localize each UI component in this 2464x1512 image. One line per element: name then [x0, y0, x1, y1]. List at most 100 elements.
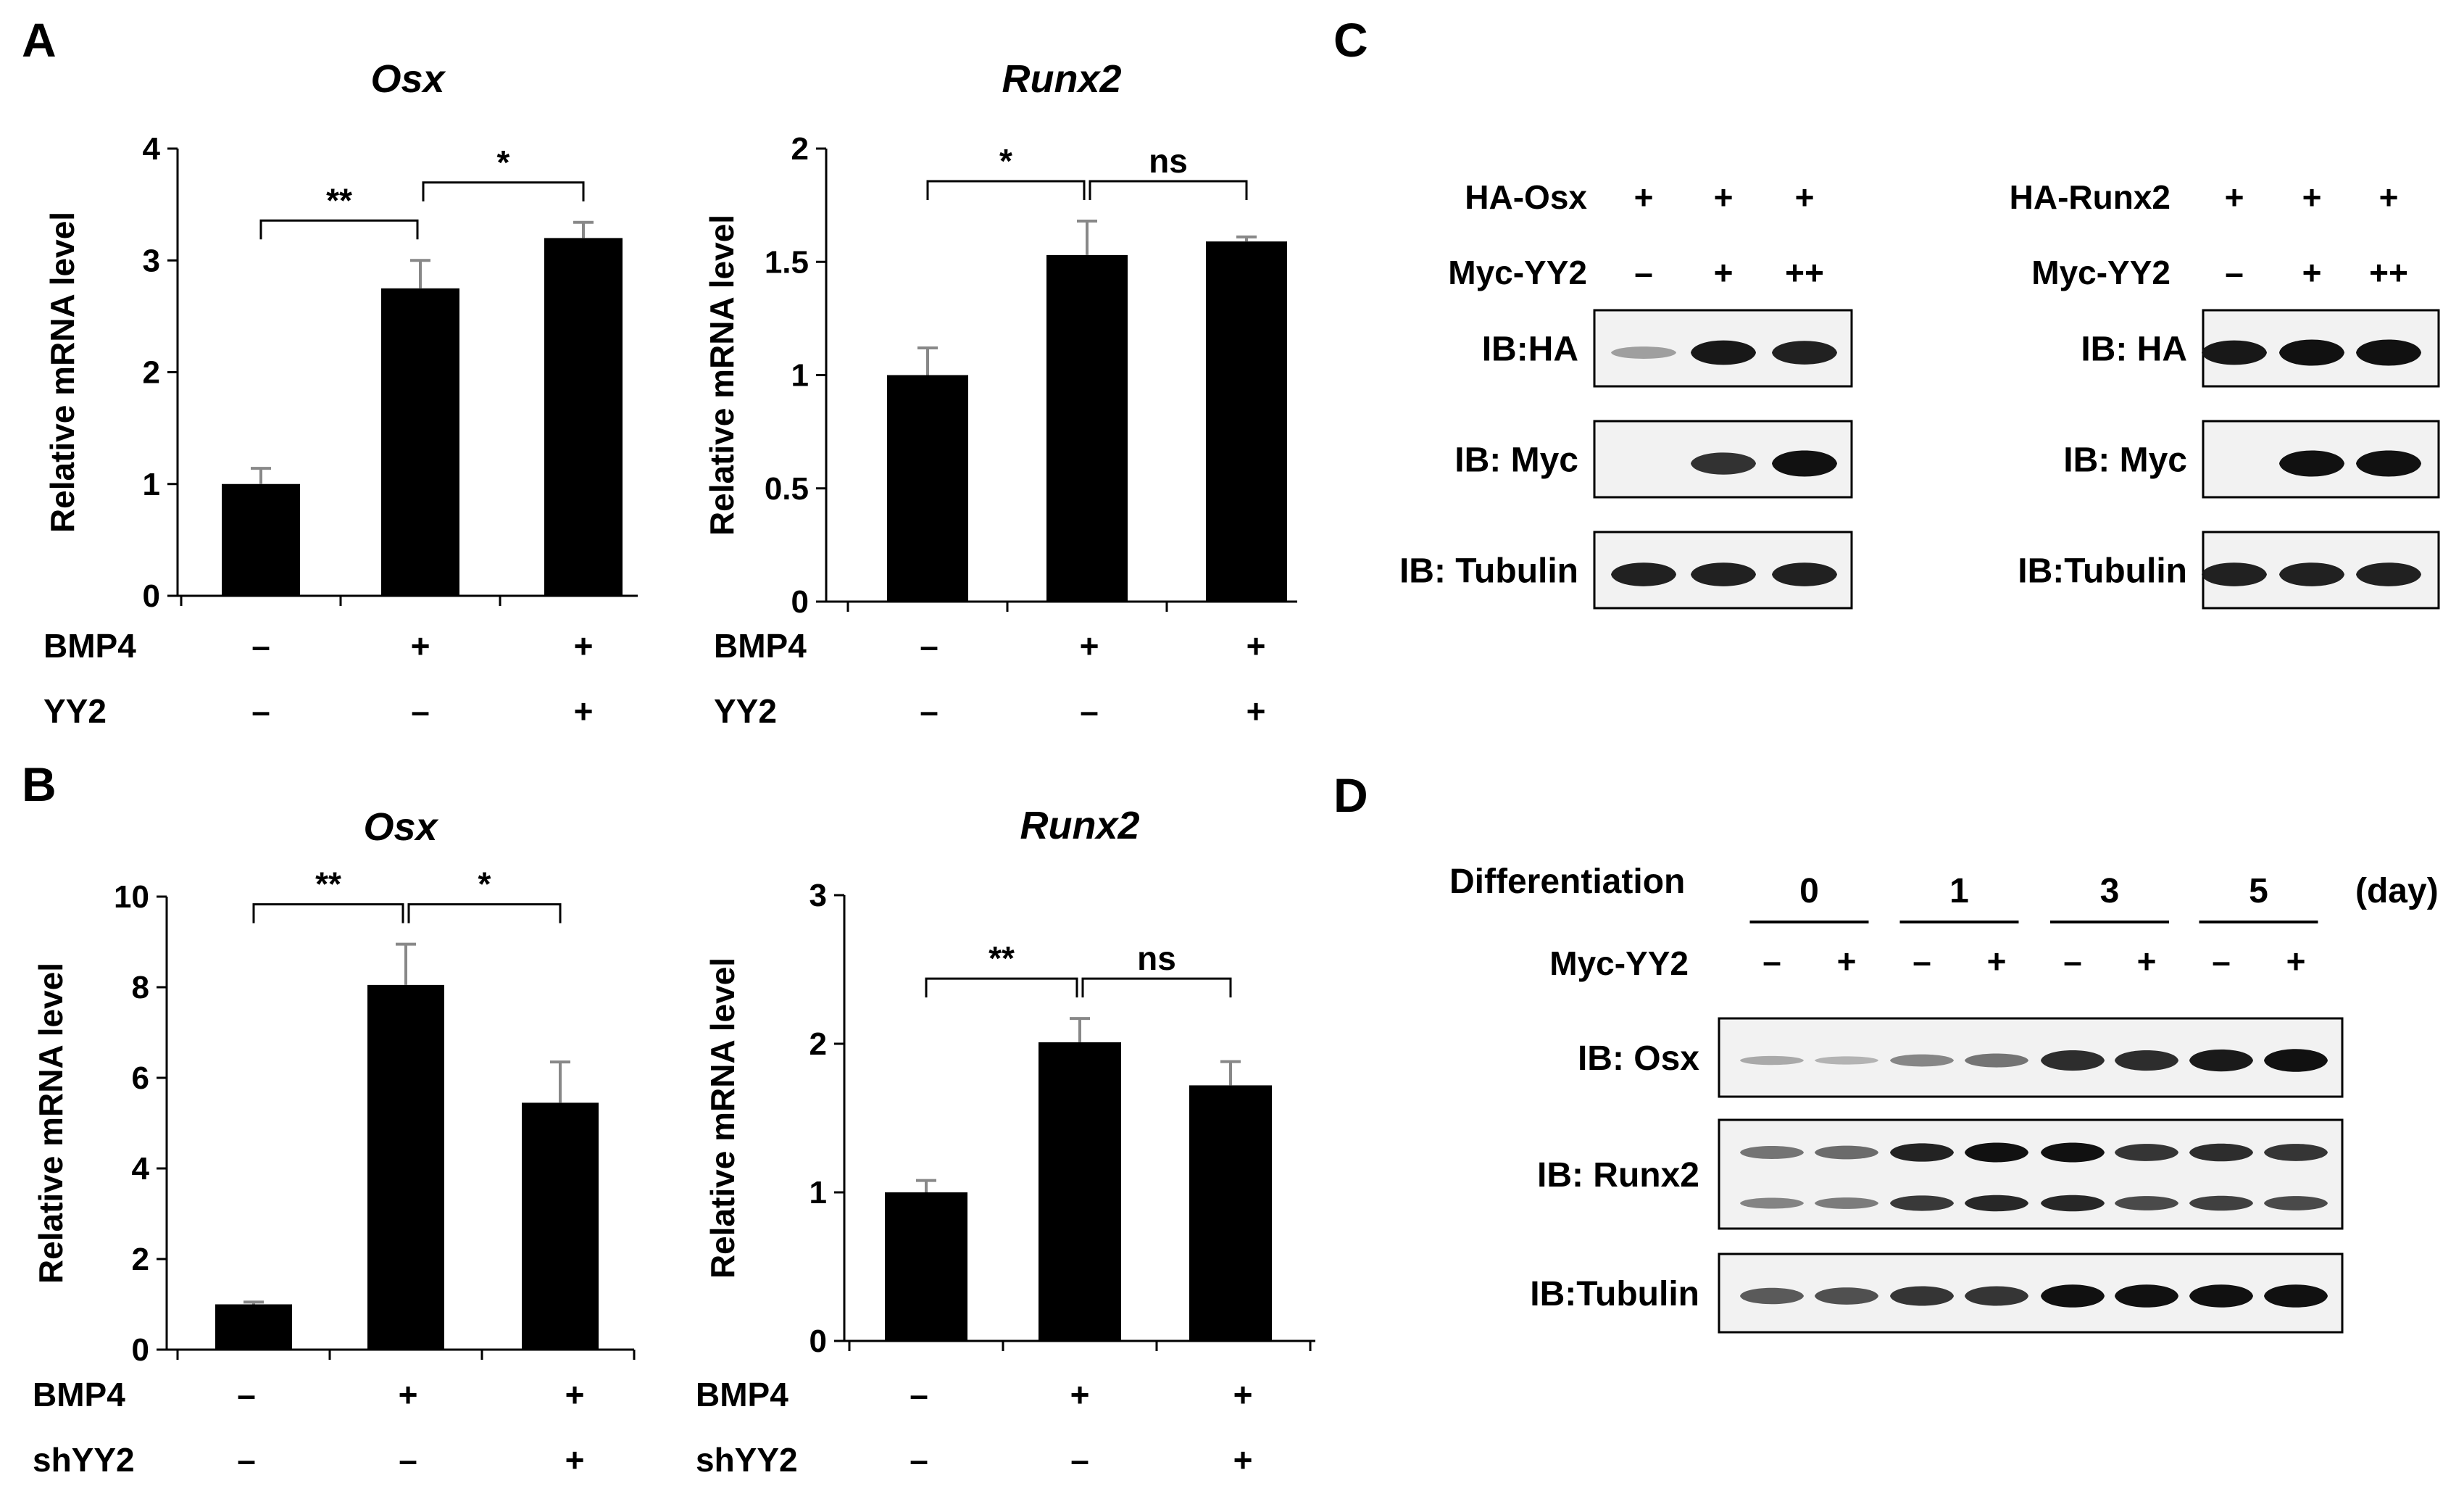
blot-band — [2264, 1284, 2328, 1308]
myc-yy2-label: Myc-YY2 — [1549, 944, 1689, 982]
myc-yy2-value: – — [1912, 942, 1931, 980]
y-tick-label: 0.5 — [765, 471, 809, 507]
blot-band — [2189, 1049, 2253, 1072]
blot-band — [2356, 562, 2421, 586]
chart-a-runx2: Runx2 0 0.5 1 1.5 2 Relative mRNA level * ns BMP4… — [703, 57, 1297, 730]
blot-band — [1691, 562, 1756, 586]
blot-band — [2041, 1195, 2105, 1212]
blot-band — [2115, 1284, 2178, 1308]
blot-band — [1965, 1286, 2028, 1306]
significance-bracket — [259, 219, 419, 240]
blot-band — [1772, 562, 1837, 586]
blot-band — [2264, 1049, 2328, 1072]
myc-yy2-value: – — [1762, 942, 1781, 980]
bar — [544, 238, 623, 596]
blot-band — [2189, 1143, 2253, 1162]
blot-band — [1815, 1145, 1878, 1160]
condition-value: – — [399, 1441, 417, 1479]
significance-label: ** — [326, 181, 352, 219]
condition-value: – — [251, 692, 270, 730]
condition-value: – — [237, 1376, 256, 1413]
chart-title: Runx2 — [1020, 804, 1139, 847]
blot-label: IB: Tubulin — [1399, 552, 1578, 591]
blot-condition-value: – — [2225, 254, 2244, 291]
condition-value: – — [411, 692, 430, 730]
y-tick-label: 6 — [132, 1060, 149, 1096]
blot-band — [2041, 1142, 2105, 1163]
blot-band — [2279, 450, 2344, 477]
y-tick-label: 0 — [791, 584, 809, 620]
panel-letter-d: D — [1333, 768, 1368, 822]
myc-yy2-value: + — [1837, 942, 1857, 980]
blot-condition-value: + — [1714, 178, 1733, 216]
blot-band — [1890, 1143, 1954, 1162]
blot-condition-value: + — [2302, 178, 2322, 216]
blot-band — [1772, 450, 1837, 477]
blot-band — [2264, 1144, 2328, 1161]
blot-band — [1740, 1287, 1804, 1305]
significance-label: ns — [1137, 939, 1176, 977]
bar — [887, 375, 968, 602]
y-tick-label: 0 — [143, 578, 160, 614]
significance-label: ** — [988, 939, 1015, 977]
blot-band — [1815, 1056, 1878, 1065]
condition-label: YY2 — [43, 692, 107, 730]
day-label: 3 — [2100, 872, 2120, 910]
condition-value: + — [1070, 1376, 1090, 1413]
blot-condition-value: + — [2379, 178, 2399, 216]
condition-value: + — [1246, 627, 1266, 665]
significance-bracket — [1081, 977, 1232, 998]
blot-condition-label: Myc-YY2 — [2031, 254, 2170, 291]
y-tick-label: 8 — [132, 970, 149, 1005]
y-axis-label: Relative mRNA level — [43, 212, 81, 533]
panel-letter-b: B — [22, 757, 57, 811]
y-tick-label: 0 — [132, 1332, 149, 1368]
bar — [1039, 1042, 1121, 1341]
blot-condition-value: ++ — [1785, 254, 1824, 291]
significance-label: ** — [315, 865, 341, 903]
y-tick-label: 1 — [143, 467, 160, 502]
myc-yy2-value: + — [1987, 942, 2007, 980]
blot-band — [2189, 1284, 2253, 1308]
condition-value: + — [1080, 627, 1099, 665]
blot-condition-value: + — [2225, 178, 2244, 216]
blot-band — [1691, 340, 1756, 365]
condition-value: + — [1246, 692, 1266, 730]
blot-condition-value: + — [1795, 178, 1815, 216]
blot-band — [2202, 340, 2267, 365]
blot-band — [1890, 1054, 1954, 1067]
blot-band — [1890, 1286, 1954, 1306]
y-tick-label: 0 — [809, 1324, 827, 1359]
blot-panel-d: Differentiation 0 1 3 5 (day) Myc-YY2 – + – + – + – + I… — [1449, 863, 2439, 1334]
blot-condition-value: + — [1634, 178, 1654, 216]
y-axis-label: Relative mRNA level — [703, 215, 741, 536]
blot-membrane — [1718, 1118, 2344, 1230]
bar — [215, 1304, 292, 1350]
bar — [1189, 1085, 1272, 1341]
blot-band — [2279, 339, 2344, 366]
condition-value: + — [565, 1376, 585, 1413]
condition-value: – — [910, 1441, 928, 1479]
condition-value: – — [237, 1441, 256, 1479]
blot-band — [2202, 562, 2267, 586]
condition-value: – — [910, 1376, 928, 1413]
condition-label: BMP4 — [43, 627, 136, 665]
blot-condition-label: Myc-YY2 — [1448, 254, 1587, 291]
significance-label: * — [999, 142, 1012, 180]
condition-value: – — [1080, 692, 1099, 730]
condition-value: + — [574, 692, 594, 730]
panel-letter-c: C — [1333, 13, 1368, 67]
blot-condition-value: – — [1634, 254, 1653, 291]
blot-band — [2041, 1050, 2105, 1071]
y-tick-label: 1 — [809, 1175, 827, 1210]
bar — [381, 288, 459, 596]
condition-value: + — [574, 627, 594, 665]
condition-value: + — [1233, 1441, 1253, 1479]
myc-yy2-value: + — [2137, 942, 2157, 980]
myc-yy2-value: – — [2212, 942, 2231, 980]
blot-band — [1965, 1195, 2028, 1212]
blot-band — [1965, 1053, 2028, 1068]
